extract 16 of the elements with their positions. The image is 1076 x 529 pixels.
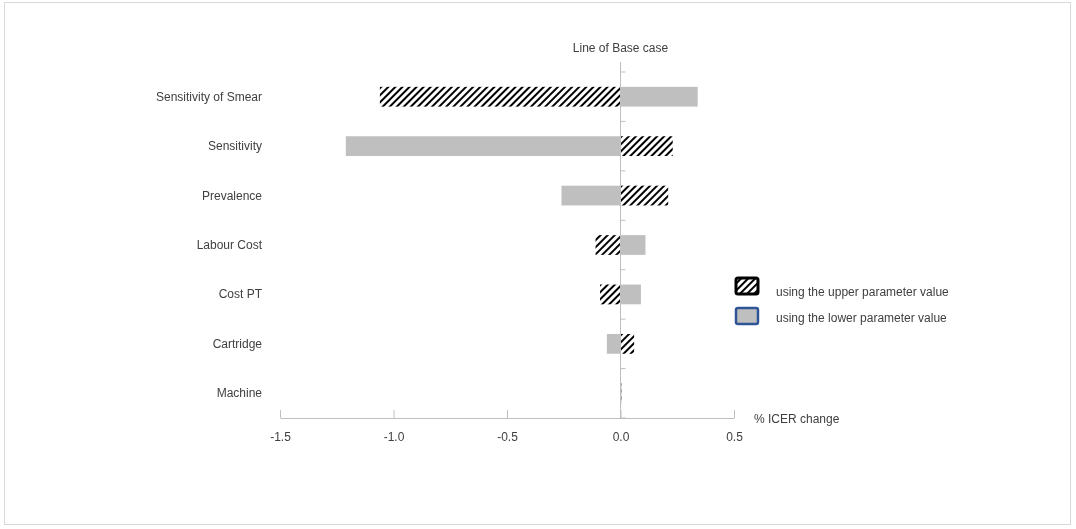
legend-label: using the lower parameter value [776, 311, 948, 325]
y-tick-label: Cost PT [218, 287, 263, 302]
x-tick-label: -1.0 [383, 430, 405, 445]
y-tick-label: Sensitivity of Smear [155, 89, 262, 104]
x-tick-label: 0.5 [726, 430, 744, 445]
x-tick-label: 0.0 [612, 430, 630, 445]
ref-line-label: Line of Base case [572, 41, 669, 55]
x-tick-label: -1.5 [270, 430, 292, 445]
y-tick-label: Labour Cost [196, 238, 263, 252]
y-tick-label: Cartridge [212, 336, 263, 351]
x-axis-title: % ICER change [754, 412, 840, 426]
x-tick-label: -0.5 [497, 430, 519, 445]
y-tick-label: Sensitivity [207, 139, 262, 154]
y-tick-label: Machine [216, 386, 263, 401]
legend-label: using the upper parameter value [776, 285, 950, 299]
y-tick-label: Prevalence [201, 188, 263, 203]
